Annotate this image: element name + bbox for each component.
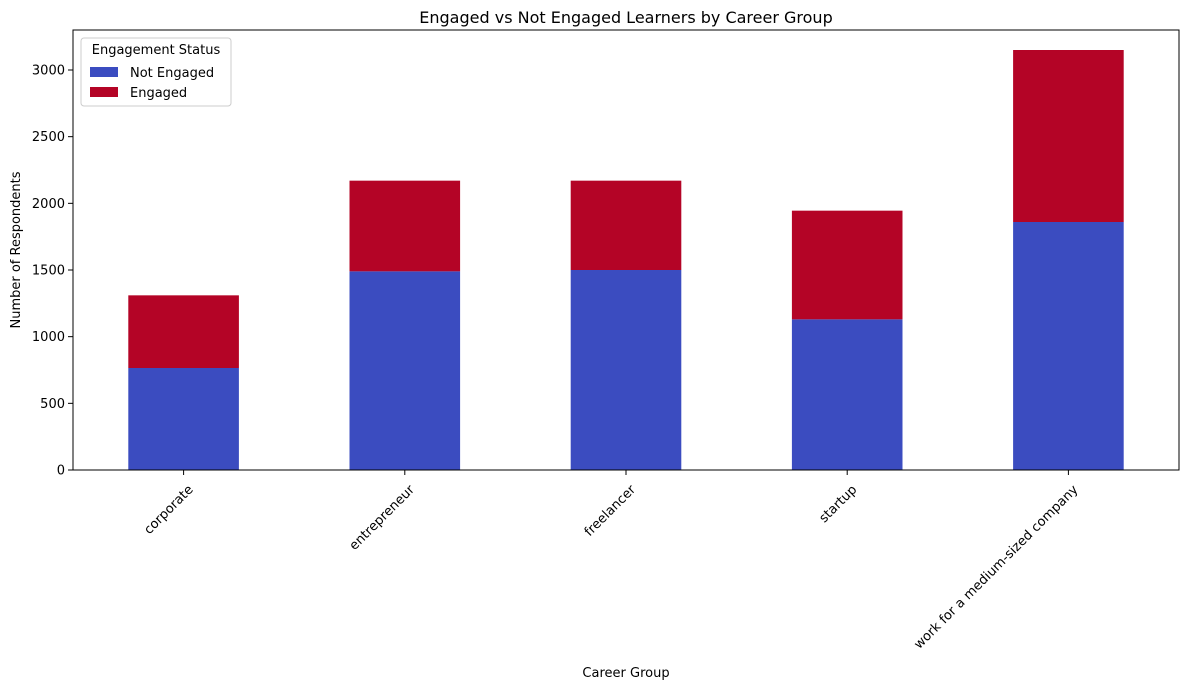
bar-not-engaged-4 (1013, 222, 1124, 470)
x-tick-label: work for a medium-sized company (912, 482, 1082, 652)
y-tick-label: 1500 (32, 264, 65, 279)
legend-swatch-engaged (90, 87, 118, 97)
legend-label-engaged: Engaged (130, 86, 187, 101)
y-tick-label: 2500 (32, 130, 65, 145)
legend: Engagement Status Not Engaged Engaged (80, 37, 232, 107)
y-tick-label: 1000 (32, 330, 65, 345)
bar-not-engaged-2 (570, 270, 682, 470)
bar-engaged-4 (1013, 50, 1124, 222)
y-axis: 0 500 1000 1500 2000 2500 3000 (32, 64, 73, 479)
bar-engaged-2 (570, 180, 682, 270)
bar-engaged-0 (128, 295, 239, 368)
bar-engaged-3 (791, 210, 903, 320)
y-tick-label: 0 (57, 464, 65, 479)
x-tick-label: entrepreneur (347, 482, 419, 554)
x-tick-label: freelancer (582, 482, 640, 540)
y-tick-label: 2000 (32, 197, 65, 212)
legend-swatch-not-engaged (90, 67, 118, 77)
x-axis: corporate entrepreneur freelancer startup wo… (141, 470, 1082, 652)
chart-title: Engaged vs Not Engaged Learners by Caree… (419, 8, 832, 27)
legend-title: Engagement Status (92, 43, 221, 58)
bar-engaged-1 (349, 180, 461, 272)
y-tick-label: 3000 (32, 64, 65, 79)
x-tick-label: startup (817, 482, 861, 526)
legend-label-not-engaged: Not Engaged (130, 66, 214, 81)
x-axis-label: Career Group (582, 666, 669, 681)
bar-not-engaged-1 (349, 271, 461, 470)
y-tick-label: 500 (40, 397, 65, 412)
legend-box (80, 37, 232, 107)
bars-group (128, 50, 1124, 470)
bar-not-engaged-3 (791, 319, 903, 470)
x-tick-label: corporate (141, 482, 196, 537)
y-axis-label: Number of Respondents (9, 171, 24, 328)
bar-not-engaged-0 (128, 368, 239, 470)
